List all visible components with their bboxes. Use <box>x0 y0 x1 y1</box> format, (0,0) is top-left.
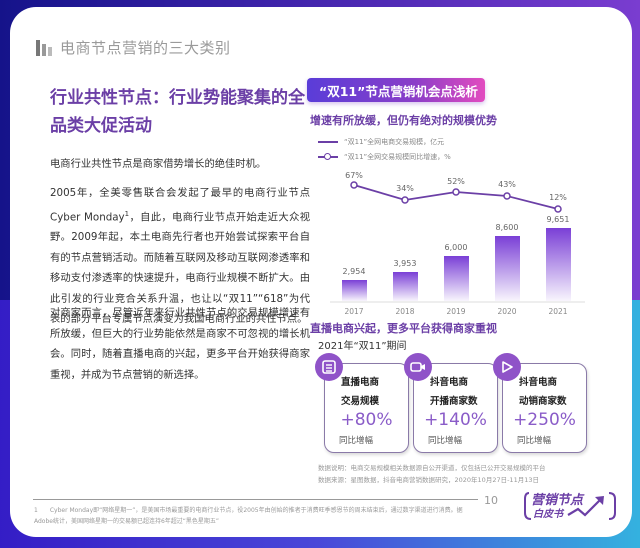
period-label: 2021年“双11”期间 <box>318 341 407 352</box>
legend-bar: “双11”全网电商交易规模，亿元 <box>318 137 444 147</box>
chart-graphic <box>330 181 585 303</box>
stat-name: 抖音电商 动销商家数 <box>519 377 567 407</box>
stat-name: 直播电商 交易规模 <box>341 377 380 407</box>
notes-line: 数据说明：电商交易规模相关数据源自公开渠道，仅包括已公开交易规模的平台 <box>318 464 546 472</box>
x-tick: 2021 <box>548 307 568 316</box>
stat-card-douyin-live-merchants: 抖音电商 开播商家数 +140% 同比增幅 <box>413 363 498 453</box>
legend-line-icon <box>318 141 338 143</box>
data-notes: 数据说明：电商交易规模相关数据源自公开渠道，仅包括已公开交易规模的平台 数据来源… <box>318 462 588 486</box>
building-icon <box>315 353 343 381</box>
x-tick: 2018 <box>395 307 415 316</box>
stat-card-livestream-gmv: 直播电商 交易规模 +80% 同比增幅 <box>324 363 409 453</box>
main-title: 行业共性节点：行业势能聚集的全品类大促活动 <box>50 88 305 136</box>
x-tick: 2020 <box>497 307 517 316</box>
whitepaper-logo: 营销节点 白皮书 <box>523 489 618 523</box>
chart-subtitle: 增速有所放缓，但仍有绝对的规模优势 <box>310 114 497 127</box>
legend-bar-label: “双11”全网电商交易规模，亿元 <box>344 138 445 146</box>
line-label: 12% <box>549 193 567 202</box>
bar-label: 9,651 <box>546 215 570 224</box>
livestream-subtitle: 直播电商兴起，更多平台获得商家重视 <box>310 322 497 335</box>
logo-line1: 营销节点 <box>531 493 584 508</box>
paragraph-history-b: ，自此，电商行业节点开始走近大众视野。2009年起，本土电商先行者也开始尝试探索… <box>50 210 311 326</box>
legend-line: “双11”全网交易规模同比增速，% <box>318 152 451 162</box>
bar-label: 3,953 <box>393 259 417 268</box>
bar-label: 2,954 <box>342 267 366 276</box>
footer-divider <box>33 499 478 500</box>
logo-arrow-icon <box>524 492 616 520</box>
legend-marker-line-icon <box>318 153 338 160</box>
bar-chart-icon <box>36 39 52 56</box>
bars <box>342 228 571 301</box>
stat-name: 抖音电商 开播商家数 <box>430 377 478 407</box>
paragraph-history: 2005年，全美零售联合会发起了最早的电商行业节点Cyber Monday1，自… <box>50 183 310 330</box>
footnote-number: 1 <box>34 507 38 514</box>
x-tick: 2017 <box>344 307 364 316</box>
line-label: 52% <box>447 177 465 186</box>
video-camera-icon <box>404 353 432 381</box>
footnote: 1 Cyber Monday即“网络星期一”，是美国市场最重要的电商行业节点，役2… <box>34 505 474 527</box>
paragraph-merchant: 对商家而言，尽管近年来行业共性节点的交易规模增速有所放缓，但巨大的行业势能依然是… <box>50 307 310 381</box>
play-icon <box>493 353 521 381</box>
line-label: 43% <box>498 180 516 189</box>
line-label: 34% <box>396 184 414 193</box>
stat-value: +140% <box>424 410 487 430</box>
logo-line2: 白皮书 <box>533 509 563 520</box>
x-tick: 2019 <box>446 307 466 316</box>
paragraph-history-a: 2005年，全美零售联合会发起了最早的电商行业节点Cyber Monday <box>50 187 310 223</box>
section-header: 电商节点营销的三大类别 <box>36 37 231 58</box>
bar-label: 6,000 <box>444 243 468 252</box>
combo-chart: 67% 34% 52% 43% 12% 2,954 3,953 6,000 8,… <box>310 155 600 320</box>
page-card: 电商节点营销的三大类别 行业共性节点：行业势能聚集的全品类大促活动 电商行业共性… <box>10 7 632 537</box>
section-title: 电商节点营销的三大类别 <box>60 39 231 57</box>
footnote-text: Cyber Monday即“网络星期一”，是美国市场最重要的电商行业节点，役20… <box>34 507 463 525</box>
notes-line: 数据来源：星图数据，抖音电商营销数据研究，2020年10月27日-11月13日 <box>318 476 539 484</box>
stat-footer: 同比增幅 <box>339 436 374 446</box>
stat-footer: 同比增幅 <box>428 436 463 446</box>
paragraph-intro: 电商行业共性节点是商家借势增长的绝佳时机。 <box>50 158 267 170</box>
stat-value: +250% <box>513 410 576 430</box>
stat-card-douyin-selling-merchants: 抖音电商 动销商家数 +250% 同比增幅 <box>502 363 587 453</box>
footnote-ref: 1 <box>124 209 130 218</box>
stat-value: +80% <box>340 410 393 430</box>
chart-banner: “双11”节点营销机会点浅析 <box>307 78 485 102</box>
bar-label: 8,600 <box>495 223 519 232</box>
stat-footer: 同比增幅 <box>517 436 552 446</box>
legend-line-label: “双11”全网交易规模同比增速，% <box>344 153 451 161</box>
line-label: 67% <box>345 171 363 180</box>
page-number: 10 <box>484 494 498 507</box>
